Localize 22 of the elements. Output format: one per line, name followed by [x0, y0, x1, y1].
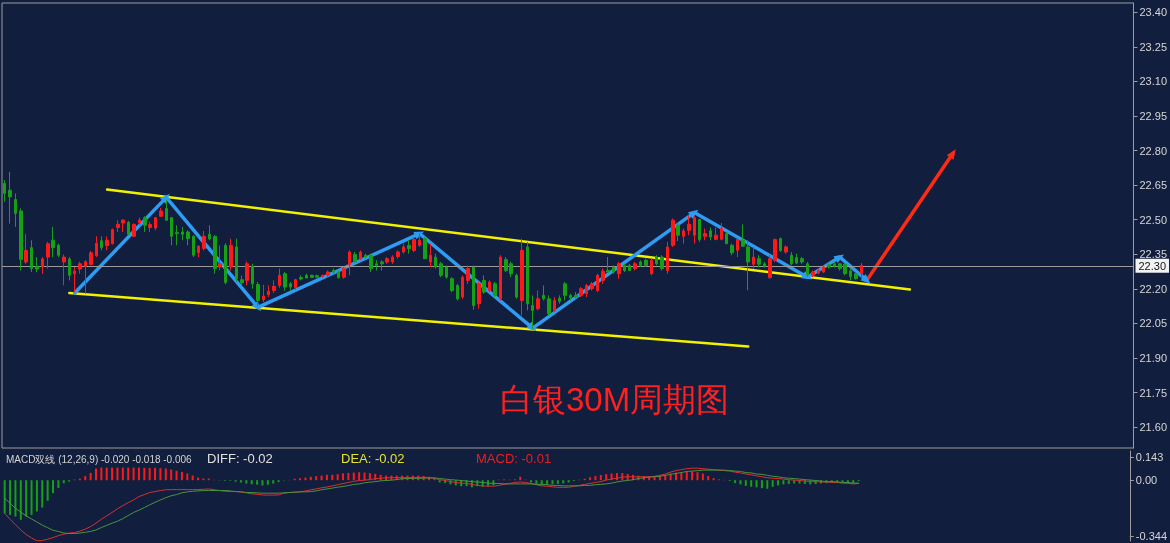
- ref-line-label: 22.30: [1138, 259, 1166, 272]
- y-tick-label: 21.90: [1139, 352, 1167, 365]
- y-tick-label: 0.143: [1135, 451, 1164, 463]
- y-tick-label: 23.40: [1139, 6, 1167, 19]
- y-tick-label: 23.10: [1139, 75, 1167, 88]
- annotation: DIFF: -0.02: [207, 451, 273, 466]
- y-tick-label: 22.20: [1139, 282, 1167, 295]
- y-tick-label: 22.80: [1139, 144, 1167, 157]
- y-tick-label: 23.25: [1139, 40, 1167, 53]
- y-tick-label: 21.75: [1139, 386, 1167, 399]
- y-tick-label: 22.95: [1139, 109, 1167, 122]
- annotation: DEA: -0.02: [341, 451, 405, 466]
- y-tick-label: 22.50: [1139, 213, 1167, 226]
- annotation: MACD双线 (12,26,9) -0.020 -0.018 -0.006: [6, 453, 193, 465]
- y-tick-label: -0.344: [1135, 529, 1168, 542]
- y-tick-label: 22.35: [1139, 248, 1167, 261]
- annotation: MACD: -0.01: [476, 451, 552, 466]
- y-tick-label: 21.60: [1139, 421, 1167, 434]
- y-tick-label: 0.00: [1135, 474, 1158, 487]
- y-tick-label: 22.05: [1139, 317, 1167, 330]
- text: 白银30M周期图: [500, 381, 730, 418]
- y-tick-label: 22.65: [1139, 179, 1167, 192]
